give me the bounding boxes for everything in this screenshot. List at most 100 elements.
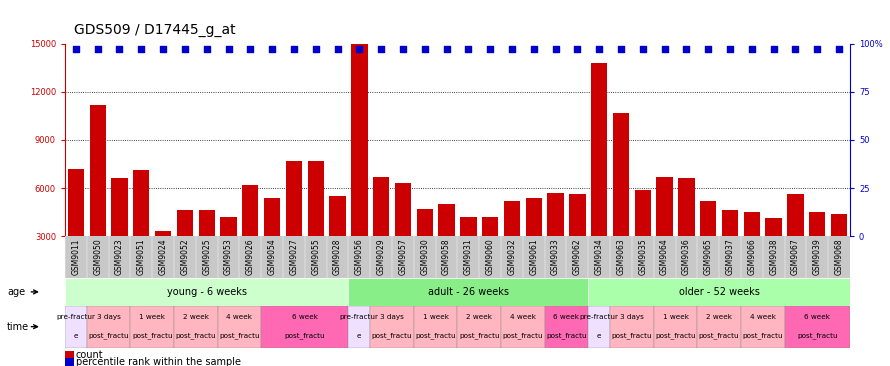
Point <box>592 46 606 52</box>
Text: GSM9053: GSM9053 <box>224 238 233 275</box>
Text: 4 week: 4 week <box>226 314 253 320</box>
Bar <box>698 306 740 348</box>
Text: GSM9038: GSM9038 <box>769 238 778 275</box>
Text: GSM9067: GSM9067 <box>791 238 800 275</box>
Bar <box>439 204 455 284</box>
Text: 1 week: 1 week <box>423 314 449 320</box>
Bar <box>308 161 324 284</box>
Point <box>614 46 628 52</box>
Text: 3 days: 3 days <box>620 314 643 320</box>
Bar <box>722 210 738 284</box>
Text: post_fractu: post_fractu <box>416 333 456 339</box>
Bar <box>611 306 653 348</box>
Text: post_fractu: post_fractu <box>797 333 837 339</box>
Bar <box>657 177 673 284</box>
Bar <box>653 306 698 348</box>
Text: 2 week: 2 week <box>706 314 732 320</box>
Bar <box>262 306 348 348</box>
Point <box>287 46 301 52</box>
Point <box>789 46 803 52</box>
Text: e: e <box>357 333 361 339</box>
Text: post_fractu: post_fractu <box>503 333 543 339</box>
Bar <box>417 209 433 284</box>
Bar <box>373 177 389 284</box>
Point <box>810 46 824 52</box>
Bar <box>570 194 586 284</box>
Bar <box>788 194 804 284</box>
Bar <box>504 201 520 284</box>
Bar <box>370 306 414 348</box>
Text: GSM9030: GSM9030 <box>420 238 429 275</box>
Text: percentile rank within the sample: percentile rank within the sample <box>76 357 240 366</box>
Point <box>91 46 105 52</box>
Bar <box>744 212 760 284</box>
Bar <box>414 306 457 348</box>
Point <box>112 46 126 52</box>
Text: GSM9023: GSM9023 <box>115 238 124 275</box>
Point <box>69 46 83 52</box>
Bar <box>221 217 237 284</box>
Text: 4 week: 4 week <box>510 314 536 320</box>
Point <box>505 46 519 52</box>
Bar <box>588 306 611 348</box>
Text: GSM9035: GSM9035 <box>638 238 647 275</box>
Bar <box>547 193 563 284</box>
Point <box>243 46 257 52</box>
Point <box>745 46 759 52</box>
Point <box>723 46 737 52</box>
Bar <box>613 113 629 284</box>
Bar <box>678 179 694 284</box>
Point <box>570 46 585 52</box>
Text: GDS509 / D17445_g_at: GDS509 / D17445_g_at <box>74 23 236 37</box>
Text: 3 days: 3 days <box>97 314 120 320</box>
Bar <box>329 196 345 284</box>
Text: e: e <box>74 333 78 339</box>
Bar <box>130 306 174 348</box>
Text: 3 days: 3 days <box>380 314 404 320</box>
Bar <box>460 217 476 284</box>
Text: post_fractu: post_fractu <box>546 333 587 339</box>
Text: post_fractu: post_fractu <box>88 333 129 339</box>
Text: GSM9028: GSM9028 <box>333 238 342 274</box>
Point <box>352 46 367 52</box>
Text: GSM9033: GSM9033 <box>551 238 560 275</box>
Bar <box>457 306 501 348</box>
Point <box>330 46 344 52</box>
Text: age: age <box>7 287 25 297</box>
Text: GSM9027: GSM9027 <box>289 238 298 275</box>
Bar <box>264 198 280 284</box>
Point <box>440 46 454 52</box>
Text: 6 week: 6 week <box>805 314 830 320</box>
Text: e: e <box>597 333 602 339</box>
Bar <box>591 63 607 284</box>
Text: GSM9036: GSM9036 <box>682 238 691 275</box>
Text: GSM9065: GSM9065 <box>704 238 713 275</box>
Point <box>417 46 432 52</box>
Text: post_fractu: post_fractu <box>655 333 696 339</box>
Point <box>527 46 541 52</box>
Bar <box>395 183 411 284</box>
Bar <box>588 278 850 306</box>
Text: GSM9011: GSM9011 <box>71 238 80 274</box>
Bar <box>65 306 87 348</box>
Bar <box>831 214 847 284</box>
Bar <box>700 201 716 284</box>
Bar <box>809 212 825 284</box>
Text: post_fractu: post_fractu <box>699 333 740 339</box>
Text: 1 week: 1 week <box>139 314 166 320</box>
Bar <box>174 306 217 348</box>
Text: 1 week: 1 week <box>662 314 689 320</box>
Text: count: count <box>76 350 103 360</box>
Text: GSM9055: GSM9055 <box>312 238 320 275</box>
Text: post_fractu: post_fractu <box>742 333 783 339</box>
Text: time: time <box>7 322 29 332</box>
Bar <box>242 185 258 284</box>
Point <box>483 46 498 52</box>
Bar <box>785 306 850 348</box>
Bar <box>526 198 542 284</box>
Bar <box>635 190 651 284</box>
Text: GSM9058: GSM9058 <box>442 238 451 275</box>
Bar <box>155 231 171 284</box>
Text: GSM9068: GSM9068 <box>835 238 844 275</box>
Bar <box>740 306 785 348</box>
